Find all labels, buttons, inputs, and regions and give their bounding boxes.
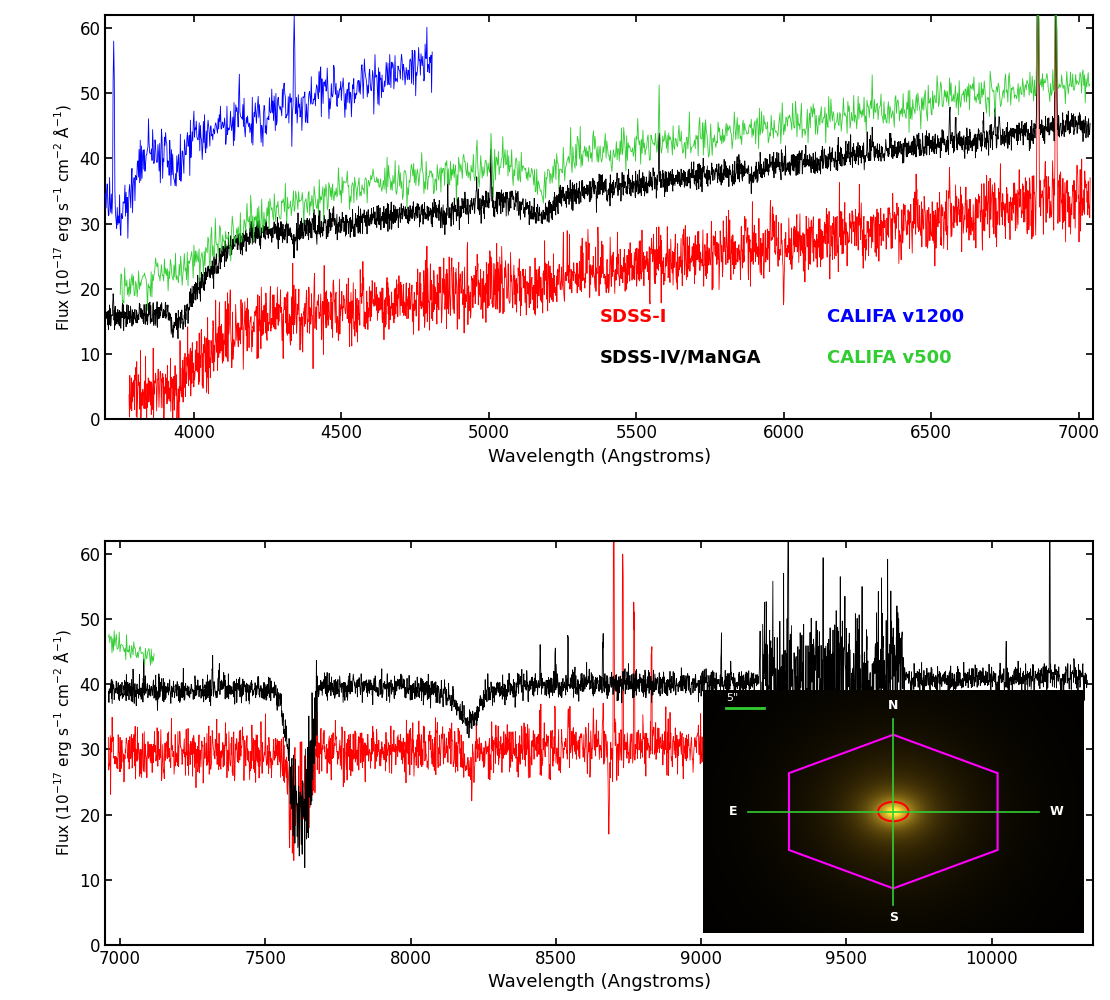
X-axis label: Wavelength (Angstroms): Wavelength (Angstroms) (487, 973, 712, 991)
X-axis label: Wavelength (Angstroms): Wavelength (Angstroms) (487, 448, 712, 466)
Text: CALIFA v500: CALIFA v500 (827, 349, 951, 367)
Text: SDSS-IV/MaNGA: SDSS-IV/MaNGA (599, 349, 760, 367)
Y-axis label: Flux (10$^{-17}$ erg s$^{-1}$ cm$^{-2}$ Å$^{-1}$): Flux (10$^{-17}$ erg s$^{-1}$ cm$^{-2}$ … (51, 104, 74, 331)
Y-axis label: Flux (10$^{-17}$ erg s$^{-1}$ cm$^{-2}$ Å$^{-1}$): Flux (10$^{-17}$ erg s$^{-1}$ cm$^{-2}$ … (51, 629, 74, 856)
Text: SDSS-I: SDSS-I (599, 308, 667, 326)
Text: CALIFA v1200: CALIFA v1200 (827, 308, 963, 326)
